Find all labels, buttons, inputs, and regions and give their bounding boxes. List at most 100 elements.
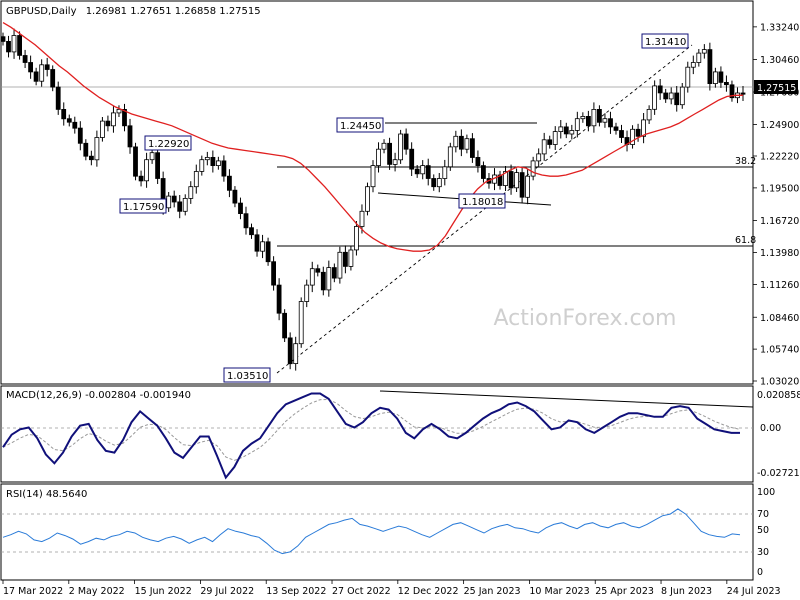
price-tick-label: 1.13980 (760, 248, 799, 259)
candle (83, 139, 89, 161)
x-axis-label: 27 Oct 2022 (332, 586, 391, 597)
candle (602, 113, 608, 128)
candle (563, 122, 569, 139)
candle (475, 150, 481, 173)
x-axis-label: 17 Mar 2022 (3, 586, 63, 597)
candle (707, 42, 713, 91)
ohlc-values: 1.26981 1.27651 1.26858 1.27515 (86, 6, 261, 17)
candle (713, 67, 718, 88)
candle (392, 152, 398, 172)
x-axis-label: 13 Sep 2022 (266, 586, 326, 597)
candle (100, 117, 105, 142)
candle (116, 105, 122, 117)
rsi-pane (0, 483, 754, 581)
candle (558, 120, 564, 139)
x-axis-label: 2 May 2022 (69, 586, 125, 597)
symbol-timeframe: GBPUSD,Daily (6, 6, 77, 17)
candle (72, 116, 78, 134)
price-tick-label: 1.05740 (760, 345, 799, 356)
candle (188, 181, 194, 204)
candle (238, 197, 243, 220)
candle (105, 115, 111, 132)
candle (171, 190, 177, 208)
candle (61, 102, 67, 126)
candle (111, 106, 116, 133)
candle (298, 297, 304, 348)
svg-text:1.31410: 1.31410 (645, 37, 686, 48)
candle (552, 126, 558, 150)
candle (503, 166, 508, 191)
price-tick-label: 1.19500 (760, 183, 799, 194)
candle (376, 142, 381, 173)
candle (293, 336, 299, 371)
candle (221, 155, 227, 182)
price-pane (0, 0, 754, 385)
candle (28, 55, 34, 79)
macd-trendline (379, 390, 754, 408)
candle (365, 182, 370, 216)
price-tick-label: 1.24900 (760, 120, 799, 131)
candle (11, 28, 17, 59)
candle (276, 278, 282, 321)
macd-tick-top: 0.020858 (757, 390, 800, 401)
candle (718, 66, 724, 88)
candle (619, 124, 624, 143)
candle (641, 113, 646, 144)
candle (420, 160, 426, 180)
candle (304, 279, 310, 308)
candle (337, 246, 343, 284)
swing-label-118018: 1.18018 (458, 193, 506, 209)
candle (674, 86, 680, 112)
candle (331, 263, 337, 283)
candle (122, 103, 127, 132)
candle (182, 194, 188, 216)
candle (22, 49, 28, 68)
candle (66, 114, 72, 127)
candle (635, 123, 641, 142)
candle (271, 256, 277, 291)
x-axis-label: 24 Jul 2023 (727, 586, 781, 597)
candles (0, 28, 746, 371)
candle (740, 86, 746, 101)
candle (282, 309, 288, 342)
candle (525, 169, 530, 205)
x-axis-label: 25 Apr 2023 (595, 586, 654, 597)
candle (177, 195, 183, 219)
watermark: ActionForex.com (494, 306, 677, 331)
candle (447, 142, 453, 171)
candle (254, 229, 260, 257)
candle (55, 81, 61, 115)
candle (320, 266, 326, 296)
candle (586, 110, 591, 132)
candle (701, 44, 707, 59)
swing-label-122920: 1.22920 (144, 135, 192, 151)
x-axis-label: 8 Jun 2023 (661, 586, 712, 597)
x-axis: 17 Mar 2022 2 May 2022 15 Jun 2022 29 Jul 2… (2, 580, 781, 597)
candle (353, 221, 359, 256)
rsi-tick-30: 30 (757, 547, 769, 558)
swing-label-117590: 1.17590 (119, 198, 167, 214)
svg-text:1.18018: 1.18018 (462, 197, 503, 208)
x-axis-label: 25 Jan 2023 (464, 586, 521, 597)
candle (403, 128, 409, 155)
x-axis-label: 29 Jul 2022 (200, 586, 254, 597)
candle (210, 150, 216, 173)
candle (50, 65, 56, 92)
candle (77, 121, 83, 151)
candle (381, 139, 387, 154)
candle (232, 186, 238, 208)
candle (89, 150, 94, 166)
candle (6, 35, 11, 58)
candle (39, 59, 45, 87)
svg-text:1.24450: 1.24450 (340, 121, 381, 132)
candle (409, 142, 415, 176)
fib-618-label: 61.8 (735, 235, 756, 246)
svg-text:1.17590: 1.17590 (123, 202, 164, 213)
candle (685, 61, 691, 93)
svg-text:1.03510: 1.03510 (227, 371, 268, 382)
candle (657, 79, 663, 100)
candle (342, 245, 348, 274)
candle (155, 147, 161, 184)
candle (243, 206, 249, 235)
